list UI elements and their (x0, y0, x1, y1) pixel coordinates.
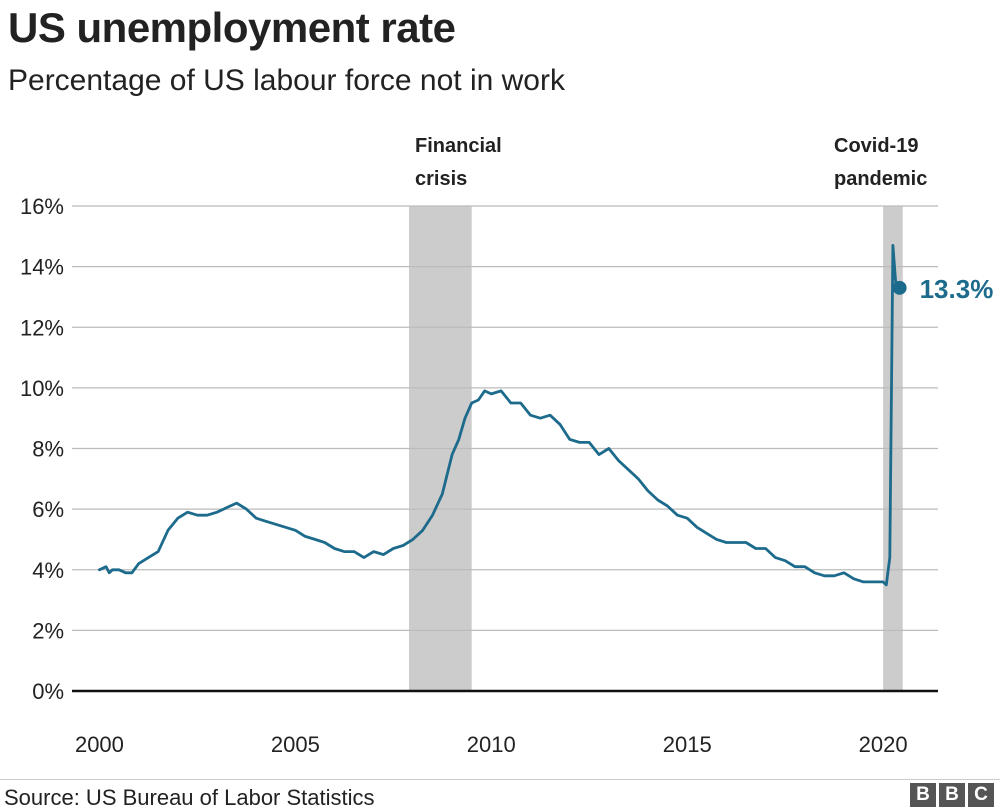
period-label: Financial (415, 135, 502, 157)
y-tick-label: 8% (32, 437, 64, 462)
period-label: Covid-19 (834, 135, 918, 157)
chart-subtitle: Percentage of US labour force not in wor… (8, 64, 565, 97)
y-tick-label: 10% (20, 376, 64, 401)
footer-divider (0, 779, 1000, 780)
unemployment-line (98, 243, 901, 587)
y-tick-label: 2% (32, 618, 64, 643)
period-label: crisis (415, 168, 467, 190)
series-group: 13.3% (98, 243, 994, 587)
source-note: Source: US Bureau of Labor Statistics (4, 785, 375, 810)
y-tick-label: 16% (20, 194, 64, 219)
y-tick-label: 12% (20, 315, 64, 340)
y-tick-label: 6% (32, 497, 64, 522)
x-tick-label: 2015 (663, 732, 712, 757)
y-axis-labels: 0% 2% 4% 6% 8% 10% 12% 14% 16% (20, 194, 64, 704)
y-tick-label: 0% (32, 679, 64, 704)
logo-letter: C (968, 783, 994, 807)
chart-title: US unemployment rate (8, 4, 456, 51)
logo-letter: B (910, 783, 936, 807)
period-labels: Financial crisis Covid-19 pandemic (415, 135, 927, 190)
y-tick-label: 14% (20, 255, 64, 280)
bbc-logo: B B C (910, 783, 994, 807)
line-chart: 0%2%4%6%8%10%12%14%16% 2000 2005 2010 2015 2… (20, 135, 994, 757)
gridlines (72, 205, 938, 693)
x-tick-label: 2005 (271, 732, 320, 757)
x-axis-labels: 2000 2005 2010 2015 2020 (75, 732, 908, 757)
period-label: pandemic (834, 168, 927, 190)
x-tick-label: 2010 (467, 732, 516, 757)
latest-point-marker (892, 280, 907, 295)
y-tick-label: 4% (32, 558, 64, 583)
latest-value-label: 13.3% (920, 274, 994, 304)
x-tick-label: 2000 (75, 732, 124, 757)
logo-letter: B (939, 783, 965, 807)
x-tick-label: 2020 (859, 732, 908, 757)
